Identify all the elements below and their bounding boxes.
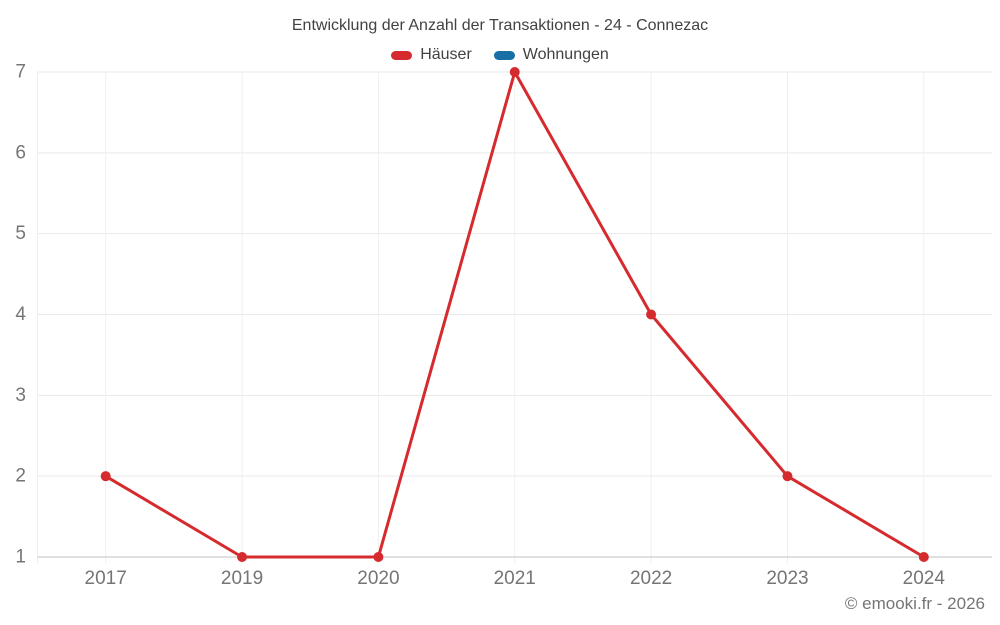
- legend-item-wohnungen[interactable]: Wohnungen: [493, 46, 609, 64]
- y-tick-label: 6: [15, 142, 26, 163]
- legend-label-wohnungen: Wohnungen: [522, 46, 609, 63]
- data-point[interactable]: [646, 309, 657, 320]
- data-point[interactable]: [237, 552, 248, 562]
- data-point[interactable]: [782, 471, 793, 482]
- y-tick-label: 3: [15, 385, 26, 406]
- y-tick-label: 5: [15, 223, 26, 244]
- legend-item-haeuser[interactable]: Häuser: [391, 46, 472, 64]
- x-tick-label: 2024: [903, 568, 946, 589]
- legend: Häuser Wohnungen: [0, 46, 1000, 64]
- chart-title: Entwicklung der Anzahl der Transaktionen…: [291, 17, 709, 34]
- y-tick-label: 2: [15, 466, 26, 487]
- y-tick-label: 7: [15, 62, 26, 83]
- y-tick-label: 1: [15, 547, 26, 568]
- x-tick-label: 2023: [766, 568, 808, 589]
- x-tick-label: 2019: [221, 568, 263, 589]
- x-tick-label: 2021: [494, 568, 536, 589]
- legend-marker-wohnungen-icon: [493, 50, 515, 60]
- legend-marker-haeuser-icon: [391, 50, 413, 60]
- y-tick-label: 4: [15, 304, 26, 325]
- copyright-text: © emooki.fr - 2026: [844, 594, 985, 613]
- data-point[interactable]: [918, 552, 929, 562]
- legend-label-haeuser: Häuser: [420, 46, 472, 63]
- data-point[interactable]: [100, 471, 111, 482]
- data-point[interactable]: [509, 67, 520, 77]
- x-tick-label: 2017: [85, 568, 127, 589]
- data-point[interactable]: [373, 552, 384, 562]
- x-tick-label: 2022: [630, 568, 672, 589]
- x-tick-label: 2020: [357, 568, 399, 589]
